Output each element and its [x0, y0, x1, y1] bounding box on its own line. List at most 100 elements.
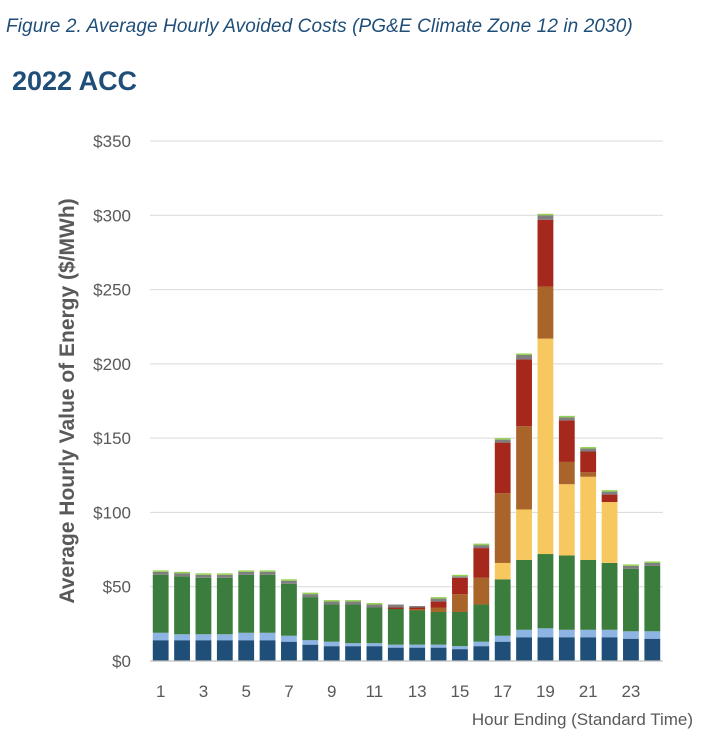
bar-segment: [623, 631, 639, 639]
bar-segment: [494, 641, 511, 661]
bar-segment: [452, 574, 468, 577]
x-tick-label: 5: [241, 682, 250, 701]
bar-segment: [494, 562, 511, 580]
bar-segment: [366, 607, 383, 644]
bar-segment: [452, 649, 468, 661]
bar-segment: [366, 646, 383, 661]
bar-segment: [430, 607, 447, 612]
x-tick-label: 9: [327, 682, 336, 701]
bar-stack-hour-22: [601, 490, 618, 661]
bar-segment: [238, 571, 255, 575]
bar-segment: [259, 571, 276, 575]
bar-segment: [281, 635, 297, 642]
bar-segment: [580, 472, 597, 477]
bar-segment: [302, 640, 319, 645]
bar-segment: [516, 629, 532, 638]
bar-stack-hour-20: [558, 415, 575, 661]
bar-segment: [516, 509, 532, 560]
figure-caption: Figure 2. Average Hourly Avoided Costs (…: [6, 16, 633, 37]
y-axis-tick-labels: $0 $50 $100 $150 $200 $250 $300 $350: [93, 132, 131, 671]
bar-segment: [387, 604, 404, 608]
bar-segment: [494, 635, 511, 642]
bar-segment: [409, 606, 426, 608]
x-tick-label: 17: [493, 682, 512, 701]
bar-segment: [152, 570, 169, 572]
bar-segment: [281, 580, 297, 584]
y-tick-label: $0: [112, 652, 131, 671]
bar-segment: [452, 646, 468, 650]
bar-segment: [558, 415, 575, 418]
bar-segment: [216, 640, 233, 661]
y-tick-label: $150: [93, 429, 131, 448]
bar-segment: [387, 647, 404, 661]
bar-stack-hour-4: [216, 573, 233, 661]
bar-segment: [345, 601, 361, 605]
x-tick-label: 7: [284, 682, 293, 701]
bar-segment: [558, 637, 575, 661]
bar-segment: [366, 604, 383, 608]
bar-segment: [345, 643, 361, 647]
bar-segment: [345, 604, 361, 644]
bar-segment: [537, 286, 554, 339]
bar-segment: [430, 611, 447, 645]
bar-segment: [644, 565, 661, 632]
bar-segment: [452, 611, 468, 647]
bar-segment: [409, 644, 426, 648]
y-tick-label: $50: [103, 578, 131, 597]
bar-segment: [430, 644, 447, 648]
bar-segment: [558, 629, 575, 638]
bar-segment: [195, 634, 212, 641]
bar-segment: [387, 644, 404, 648]
x-tick-label: 1: [156, 682, 165, 701]
bar-segment: [430, 597, 447, 599]
x-tick-label: 15: [450, 682, 469, 701]
bar-stacks: [152, 213, 661, 661]
bar-segment: [452, 594, 468, 612]
bar-segment: [473, 548, 490, 578]
bar-segment: [516, 559, 532, 630]
bar-stack-hour-3: [195, 573, 212, 661]
bar-segment: [644, 631, 661, 639]
bar-segment: [174, 576, 190, 635]
bar-segment: [259, 574, 276, 633]
bar-segment: [558, 417, 575, 421]
bar-segment: [323, 601, 340, 605]
bar-stack-hour-13: [409, 606, 426, 661]
bar-segment: [323, 646, 340, 661]
bar-segment: [216, 577, 233, 635]
bar-segment: [174, 573, 190, 577]
bar-segment: [430, 601, 447, 608]
bar-segment: [516, 354, 532, 360]
bar-segment: [537, 554, 554, 629]
bar-segment: [174, 640, 190, 661]
bar-stack-hour-14: [430, 597, 447, 661]
bar-segment: [580, 637, 597, 661]
bar-segment: [473, 577, 490, 605]
bar-segment: [195, 577, 212, 635]
bar-segment: [430, 598, 447, 602]
bar-segment: [195, 640, 212, 661]
bar-segment: [238, 640, 255, 661]
x-axis-tick-labels: 1 3 5 7 9 11 13 15 17 19 21 23: [156, 682, 640, 701]
bar-segment: [216, 634, 233, 641]
bar-segment: [494, 438, 511, 440]
bar-stack-hour-12: [387, 604, 404, 661]
bar-segment: [302, 597, 319, 641]
bar-segment: [238, 632, 255, 641]
bar-segment: [580, 451, 597, 473]
bar-stack-hour-18: [516, 353, 532, 661]
bar-segment: [473, 604, 490, 642]
y-tick-label: $100: [93, 503, 131, 522]
bar-segment: [259, 640, 276, 661]
bar-segment: [601, 494, 618, 503]
bar-segment: [644, 561, 661, 563]
bar-segment: [537, 338, 554, 555]
bar-segment: [601, 491, 618, 495]
bar-segment: [601, 629, 618, 638]
bar-stack-hour-7: [281, 579, 297, 661]
bar-stack-hour-6: [259, 570, 276, 661]
bar-stack-hour-15: [452, 574, 468, 661]
bar-segment: [238, 574, 255, 633]
bar-segment: [366, 643, 383, 647]
